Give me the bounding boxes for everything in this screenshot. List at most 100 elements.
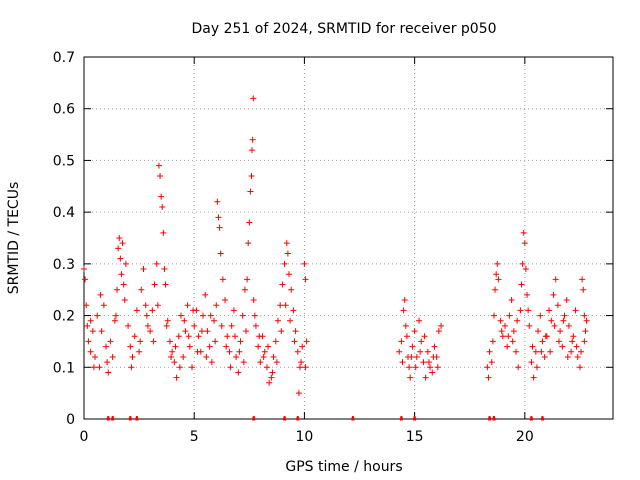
data-point xyxy=(203,353,210,360)
data-point xyxy=(578,348,585,355)
data-point xyxy=(497,317,504,324)
data-point xyxy=(250,95,257,102)
data-point xyxy=(302,276,309,283)
data-point xyxy=(87,317,94,324)
data-point xyxy=(513,348,520,355)
data-point xyxy=(529,343,536,350)
data-point xyxy=(266,379,273,386)
data-point xyxy=(230,307,237,314)
data-point xyxy=(125,322,132,329)
data-point xyxy=(298,359,305,366)
data-point xyxy=(149,307,156,314)
data-point xyxy=(257,359,264,366)
data-point xyxy=(538,348,545,355)
data-point xyxy=(284,250,291,257)
data-point xyxy=(189,364,196,371)
data-point xyxy=(492,286,499,293)
data-point xyxy=(288,286,295,293)
data-point xyxy=(180,353,187,360)
data-point xyxy=(218,322,225,329)
data-point xyxy=(186,343,193,350)
y-axis-label: SRMTID / TECUs xyxy=(6,182,22,295)
data-point xyxy=(270,353,277,360)
data-point xyxy=(127,343,134,350)
data-point xyxy=(237,338,244,345)
data-point xyxy=(175,333,182,340)
data-point xyxy=(290,307,297,314)
data-point xyxy=(224,333,231,340)
data-point xyxy=(212,338,219,345)
data-point xyxy=(155,162,162,169)
data-point xyxy=(185,333,192,340)
data-point xyxy=(227,364,234,371)
data-point xyxy=(295,390,302,397)
data-point xyxy=(263,364,270,371)
data-point xyxy=(147,328,154,335)
data-point xyxy=(241,286,248,293)
data-point xyxy=(247,188,254,195)
data-point xyxy=(299,343,306,350)
data-point xyxy=(151,281,158,288)
data-point xyxy=(552,276,559,283)
baseline-markers xyxy=(106,416,544,421)
data-point xyxy=(546,307,553,314)
data-point xyxy=(524,291,531,298)
data-point xyxy=(542,333,549,340)
data-point xyxy=(435,328,442,335)
data-point xyxy=(421,333,428,340)
data-point xyxy=(138,286,145,293)
data-point xyxy=(486,348,493,355)
data-point xyxy=(412,364,419,371)
data-point xyxy=(411,328,418,335)
data-point xyxy=(116,235,123,241)
data-point xyxy=(105,369,112,376)
data-point xyxy=(98,328,105,335)
data-point xyxy=(530,374,537,381)
axis-ticks: 0 0.1 0.2 0.3 0.4 0.5 0.6 0.7 0 5 10 15 20 xyxy=(53,50,613,445)
data-point xyxy=(94,312,101,319)
data-point xyxy=(111,317,118,324)
data-point xyxy=(265,343,272,350)
data-point xyxy=(128,364,135,371)
x-axis-label: GPS time / hours xyxy=(285,459,402,475)
data-point xyxy=(580,286,587,293)
data-point xyxy=(157,172,164,179)
data-point xyxy=(548,317,555,324)
data-point xyxy=(565,322,572,329)
data-point xyxy=(219,276,226,283)
data-point xyxy=(581,338,588,345)
data-point xyxy=(256,333,263,340)
data-point xyxy=(535,328,542,335)
data-point xyxy=(583,317,590,324)
data-point xyxy=(281,260,288,267)
data-point xyxy=(541,353,548,360)
data-point xyxy=(143,312,150,319)
data-point xyxy=(112,312,119,319)
data-point xyxy=(422,374,429,381)
data-point xyxy=(168,353,175,360)
data-point xyxy=(489,338,496,345)
data-point xyxy=(250,297,257,304)
data-point xyxy=(401,297,408,304)
data-point xyxy=(400,307,407,314)
x-tick-label: 10 xyxy=(296,429,314,445)
data-point xyxy=(161,266,168,273)
data-point xyxy=(425,359,432,366)
data-point xyxy=(169,348,176,355)
data-point xyxy=(269,369,276,376)
data-point xyxy=(533,364,540,371)
data-point xyxy=(555,338,562,345)
y-tick-label: 0.2 xyxy=(53,309,75,325)
data-point xyxy=(274,317,281,324)
data-point xyxy=(103,343,110,350)
data-point xyxy=(517,307,524,314)
data-point xyxy=(236,348,243,355)
data-point xyxy=(177,312,184,319)
data-point xyxy=(514,317,521,324)
data-point xyxy=(574,353,581,360)
data-point xyxy=(104,359,111,366)
data-point xyxy=(248,147,255,154)
data-point xyxy=(522,266,529,273)
data-point xyxy=(501,322,508,329)
